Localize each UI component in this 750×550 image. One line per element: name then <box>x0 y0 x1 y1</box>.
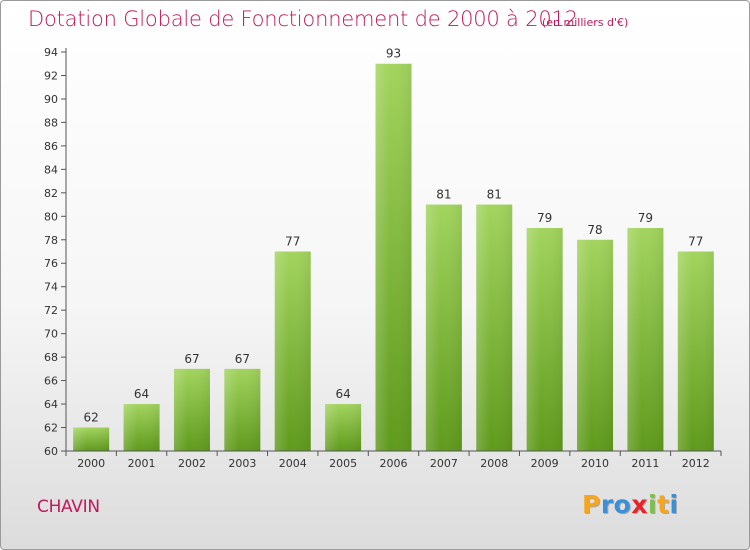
bar-highlight <box>73 427 110 451</box>
y-tick-label: 74 <box>44 281 58 294</box>
bar-highlight <box>173 368 210 451</box>
x-tick-label: 2012 <box>682 457 710 470</box>
y-tick-label: 80 <box>44 210 58 223</box>
bar-value-label: 67 <box>184 352 199 366</box>
bar-highlight <box>224 368 261 451</box>
x-tick-label: 2001 <box>128 457 156 470</box>
bar-highlight <box>627 228 664 451</box>
bar-value-label: 67 <box>235 352 250 366</box>
bar-highlight <box>577 239 614 451</box>
bar-value-label: 79 <box>537 211 552 225</box>
bar-value-label: 64 <box>335 387 350 401</box>
bar-highlight <box>526 228 563 451</box>
bar-value-label: 79 <box>638 211 653 225</box>
bar-highlight <box>274 251 311 451</box>
x-tick-label: 2004 <box>279 457 307 470</box>
bar-value-label: 77 <box>285 235 300 249</box>
y-tick-label: 88 <box>44 116 58 129</box>
x-tick-label: 2007 <box>430 457 458 470</box>
bar-highlight <box>476 204 513 451</box>
bar-value-label: 81 <box>487 188 502 202</box>
x-axis: 2000 2001 2002 2003 2004 2005 2006 2007 2008 2009… <box>65 450 722 470</box>
x-tick-label: 2008 <box>480 457 508 470</box>
y-tick-label: 78 <box>44 234 58 247</box>
y-tick-label: 76 <box>44 257 58 270</box>
logo-letter: x <box>631 490 648 519</box>
y-tick-label: 72 <box>44 304 58 317</box>
logo-letter: t <box>657 490 670 519</box>
bar-value-label: 62 <box>84 411 99 425</box>
x-tick-label: 2000 <box>77 457 105 470</box>
x-tick-label: 2006 <box>380 457 408 470</box>
x-tick-label: 2002 <box>178 457 206 470</box>
bar-value-label: 93 <box>386 47 401 61</box>
y-tick-label: 70 <box>44 328 58 341</box>
y-tick-label: 84 <box>44 163 58 176</box>
y-tick-label: 86 <box>44 140 58 153</box>
x-tick-label: 2011 <box>631 457 659 470</box>
logo-letter: P <box>582 490 601 519</box>
y-tick-label: 60 <box>44 445 58 458</box>
logo-letter: i <box>669 490 679 519</box>
bar-highlight <box>375 63 412 452</box>
y-tick-label: 68 <box>44 351 58 364</box>
bar-highlight <box>425 204 462 451</box>
commune-name: CHAVIN <box>37 497 100 517</box>
logo-letter: r <box>600 490 614 519</box>
logo-letter: i <box>648 490 658 519</box>
bar-value-label: 64 <box>134 387 149 401</box>
x-tick-label: 2005 <box>329 457 357 470</box>
bar-highlight <box>677 251 714 451</box>
y-tick-label: 90 <box>44 93 58 106</box>
proxiti-logo: Proxiti <box>582 490 679 519</box>
logo-letter: o <box>613 490 632 519</box>
bar-highlight <box>325 404 362 451</box>
bar-value-label: 81 <box>436 188 451 202</box>
y-tick-label: 82 <box>44 187 58 200</box>
x-tick-label: 2009 <box>531 457 559 470</box>
y-tick-label: 62 <box>44 422 58 435</box>
y-tick-label: 92 <box>44 69 58 82</box>
unit-note: (en milliers d'€) <box>542 16 629 29</box>
x-tick-label: 2010 <box>581 457 609 470</box>
bar-value-label: 77 <box>688 235 703 249</box>
bar-highlight <box>123 404 160 451</box>
y-axis: 60 62 64 66 68 70 72 74 76 78 80 82 84 86 88 90 92 94 <box>44 46 67 458</box>
y-tick-label: 64 <box>44 398 58 411</box>
x-tick-label: 2003 <box>228 457 256 470</box>
y-tick-label: 94 <box>44 46 58 59</box>
chart-title: Dotation Globale de Fonctionnement de 20… <box>28 7 578 31</box>
bar-value-label: 78 <box>587 223 602 237</box>
bars: 62 64 67 67 77 64 93 81 81 79 78 79 77 <box>73 47 714 452</box>
y-tick-label: 66 <box>44 375 58 388</box>
